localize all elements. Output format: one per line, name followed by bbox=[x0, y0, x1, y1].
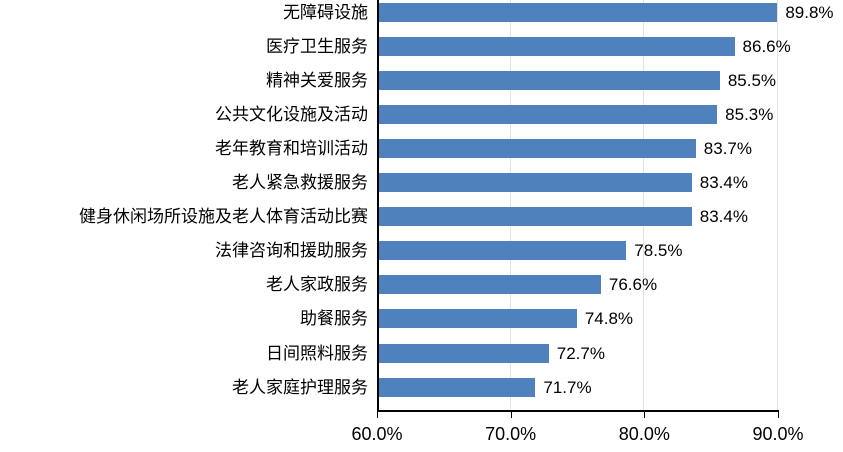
category-label: 精神关爱服务 bbox=[266, 71, 368, 91]
bar bbox=[379, 275, 601, 295]
x-axis-tick bbox=[644, 410, 646, 418]
value-label: 85.5% bbox=[727, 71, 777, 91]
value-label: 74.8% bbox=[584, 309, 634, 329]
value-label: 83.4% bbox=[699, 173, 748, 193]
x-axis-tick-label: 80.0% bbox=[618, 424, 670, 444]
category-label: 法律咨询和援助服务 bbox=[215, 241, 368, 261]
x-axis-tick-label: 70.0% bbox=[485, 424, 537, 444]
category-label: 老人家政服务 bbox=[266, 275, 368, 295]
bar bbox=[379, 343, 549, 363]
bar bbox=[379, 139, 696, 159]
value-label: 83.7% bbox=[703, 139, 752, 159]
category-label: 健身休闲场所设施及老人体育活动比赛 bbox=[79, 207, 368, 227]
category-label: 无障碍设施 bbox=[283, 3, 368, 22]
bar bbox=[379, 241, 627, 261]
value-label: 86.6% bbox=[742, 37, 791, 57]
category-label: 老人紧急救援服务 bbox=[232, 173, 368, 193]
vertical-gridline bbox=[643, 0, 645, 410]
value-label: 71.7% bbox=[543, 377, 592, 397]
category-label: 老人家庭护理服务 bbox=[232, 377, 368, 397]
category-label: 老年教育和培训活动 bbox=[215, 139, 368, 159]
x-axis-tick bbox=[377, 410, 378, 418]
value-label: 89.8% bbox=[785, 3, 834, 22]
value-label: 76.6% bbox=[608, 275, 658, 295]
plot-area bbox=[377, 0, 778, 410]
bar bbox=[379, 3, 778, 22]
vertical-gridline bbox=[509, 0, 511, 410]
value-label: 78.5% bbox=[634, 241, 683, 261]
x-axis-tick-label: 60.0% bbox=[351, 424, 403, 444]
bar bbox=[379, 173, 692, 193]
vertical-gridline bbox=[777, 0, 778, 410]
bar bbox=[379, 309, 577, 329]
category-label: 助餐服务 bbox=[300, 309, 368, 329]
bar bbox=[379, 377, 536, 397]
category-label: 公共文化设施及活动 bbox=[215, 105, 368, 125]
x-axis-line bbox=[377, 410, 779, 412]
x-axis-tick bbox=[778, 410, 779, 418]
x-axis-tick bbox=[510, 410, 512, 418]
bar bbox=[379, 37, 735, 57]
category-label: 日间照料服务 bbox=[266, 343, 368, 363]
bar bbox=[379, 71, 720, 91]
category-label: 医疗卫生服务 bbox=[266, 37, 368, 57]
value-label: 85.3% bbox=[725, 105, 774, 125]
value-label: 83.4% bbox=[699, 207, 748, 227]
value-label: 72.7% bbox=[556, 343, 605, 363]
bar bbox=[379, 105, 718, 125]
bar bbox=[379, 207, 692, 227]
x-axis-tick-label: 90.0% bbox=[752, 424, 804, 444]
